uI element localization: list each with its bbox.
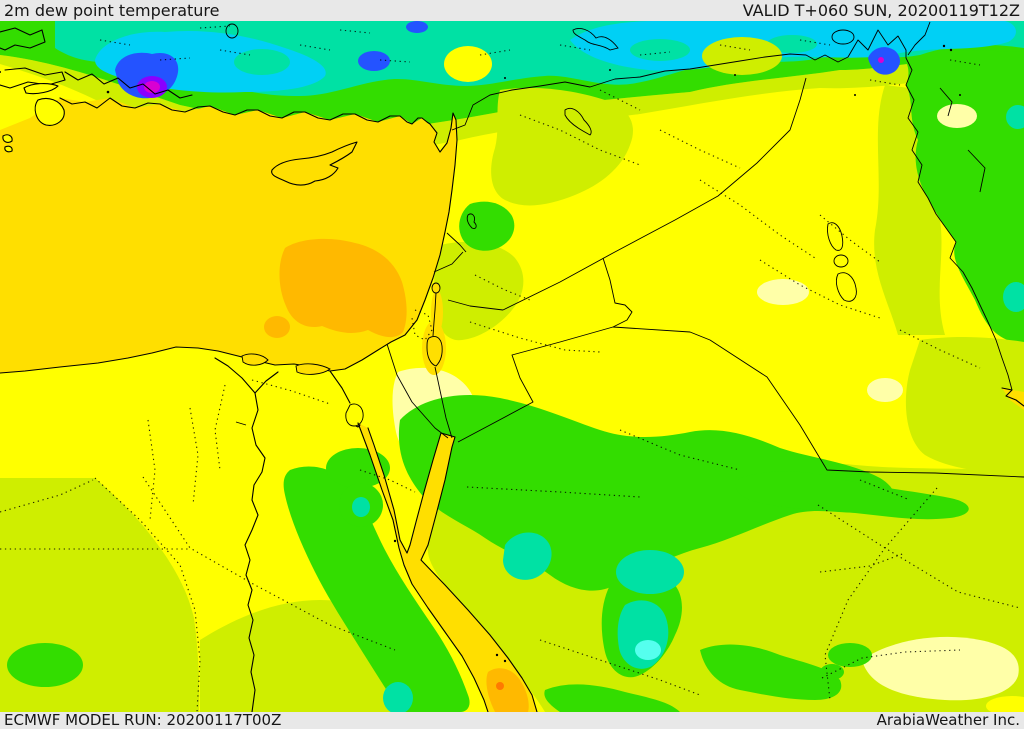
footer-bar: ECMWF MODEL RUN: 20200117T00Z ArabiaWeat… [0,712,1024,729]
map-title: 2m dew point temperature [4,0,220,20]
lake-assad [564,107,592,136]
brand-label: ArabiaWeather Inc. [876,711,1020,729]
color-regions [0,21,1024,712]
weather-map [0,21,1024,712]
red-sea [358,423,537,712]
lake-egirdir [225,23,239,39]
lakes [225,23,986,367]
lake-habbaniyah [833,254,849,268]
cyprus-island [271,141,358,186]
sea-of-galilee [431,282,441,294]
country-borders [386,21,1024,478]
coastlines [0,27,1024,712]
dead-sea [426,335,443,367]
valid-time-label: VALID T+060 SUN, 20200119T12Z [742,0,1020,20]
nile-river [244,392,266,712]
header-bar: 2m dew point temperature VALID T+060 SUN… [0,0,1024,21]
redsea-hills-green [283,466,470,712]
model-run-label: ECMWF MODEL RUN: 20200117T00Z [4,711,282,729]
weather-map-container [0,21,1024,712]
lake-van [831,29,855,45]
station-speckles [0,25,981,96]
lake-razzaza [835,272,857,302]
admin-boundaries [0,89,1021,712]
seas [0,98,1024,712]
lake-tuz [572,27,619,51]
lake-tharthar [827,222,844,251]
